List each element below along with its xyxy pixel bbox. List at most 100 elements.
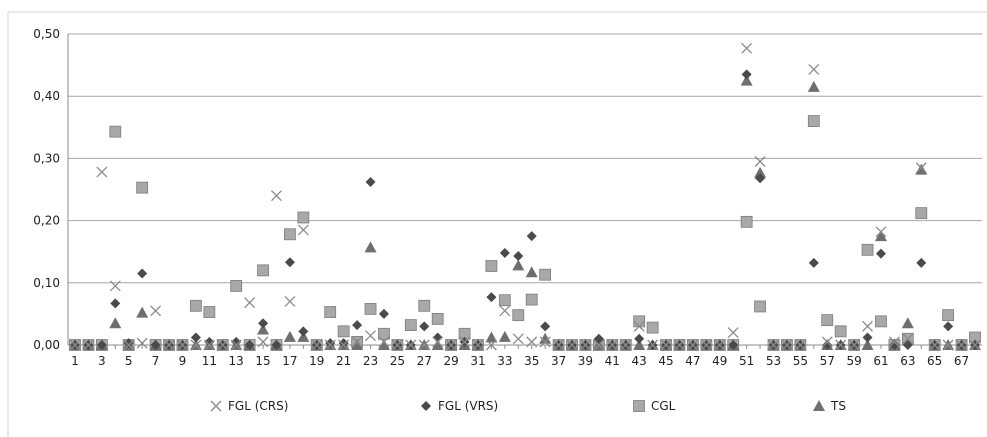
data-point xyxy=(230,280,243,292)
data-point xyxy=(512,259,525,271)
data-point xyxy=(848,339,860,351)
data-point xyxy=(539,268,552,281)
x-tick-label: 17 xyxy=(282,354,297,368)
data-point xyxy=(901,317,914,329)
legend-item: FGL (VRS) xyxy=(421,399,498,413)
data-point xyxy=(781,339,793,351)
y-tick-label: 0,40 xyxy=(33,89,60,103)
x-tick-labels: 1 3 5 7 9 11 13 15 17 19 21 23 25 27 29 31 33 35 37 39 41 43 4… xyxy=(71,354,969,368)
x-tick-label: 57 xyxy=(820,354,835,368)
x-tick-label: 55 xyxy=(793,354,808,368)
data-point xyxy=(324,306,337,318)
data-point xyxy=(942,309,955,322)
data-point xyxy=(741,42,753,54)
x-tick-label: 63 xyxy=(900,354,915,368)
data-point xyxy=(647,339,659,351)
data-point xyxy=(915,162,927,174)
data-point xyxy=(351,336,363,348)
x-tick-label: 11 xyxy=(202,354,217,368)
data-point xyxy=(163,339,175,351)
x-tick-label: 19 xyxy=(309,354,324,368)
data-point xyxy=(364,241,377,253)
x-tick-label: 7 xyxy=(152,354,160,368)
data-point xyxy=(418,299,431,312)
data-point xyxy=(499,247,510,258)
data-point xyxy=(754,300,766,313)
legend-label: TS xyxy=(830,399,846,413)
data-point xyxy=(579,339,591,351)
data-point xyxy=(807,115,820,127)
data-point xyxy=(284,296,296,307)
data-point xyxy=(472,339,484,351)
data-point xyxy=(203,339,215,351)
data-point xyxy=(862,320,873,332)
data-point xyxy=(916,257,927,268)
data-point xyxy=(768,339,779,351)
data-point xyxy=(418,339,430,351)
data-point xyxy=(136,337,148,349)
data-point xyxy=(284,257,295,268)
data-point xyxy=(740,215,753,228)
data-point xyxy=(512,333,524,345)
legend-marker xyxy=(813,400,825,411)
data-point xyxy=(123,338,134,349)
data-point xyxy=(136,306,149,318)
data-point xyxy=(486,292,497,303)
x-tick-label: 53 xyxy=(766,354,781,368)
x-tick-label: 25 xyxy=(390,354,405,368)
data-point xyxy=(929,339,941,351)
data-point xyxy=(297,224,309,236)
data-point xyxy=(593,339,605,351)
data-point xyxy=(513,251,524,262)
data-series xyxy=(69,42,981,351)
x-tick-label: 37 xyxy=(551,354,566,368)
data-point xyxy=(902,333,914,345)
x-tick-label: 5 xyxy=(125,354,133,368)
data-point xyxy=(431,312,444,325)
y-tick-label: 0,00 xyxy=(33,338,60,352)
data-point xyxy=(297,211,310,224)
series-fgl-crs- xyxy=(69,42,981,351)
x-tick-label: 67 xyxy=(954,354,969,368)
legend-marker xyxy=(421,401,431,411)
data-point xyxy=(525,293,538,306)
data-point xyxy=(150,305,162,317)
data-point xyxy=(297,330,310,342)
y-tick-label: 0,30 xyxy=(33,151,60,165)
data-point xyxy=(861,243,874,256)
legend: FGL (CRS) FGL (VRS) CGL TS xyxy=(210,399,846,413)
data-point xyxy=(821,314,834,327)
x-tick-label: 43 xyxy=(632,354,647,368)
data-point xyxy=(365,330,376,342)
data-point xyxy=(888,336,900,348)
data-point xyxy=(338,339,350,351)
data-point xyxy=(244,297,256,309)
data-point xyxy=(755,173,766,184)
data-point xyxy=(69,339,81,351)
x-tick-label: 21 xyxy=(336,354,351,368)
data-point xyxy=(499,305,511,317)
data-point xyxy=(498,294,511,307)
data-point xyxy=(257,264,269,277)
data-point xyxy=(498,330,511,342)
data-point xyxy=(177,339,188,351)
data-point xyxy=(915,207,928,220)
data-point xyxy=(700,339,712,351)
x-tick-label: 3 xyxy=(98,354,106,368)
y-tick-label: 0,50 xyxy=(33,27,60,41)
data-point xyxy=(258,318,269,329)
data-point xyxy=(566,339,578,351)
legend-label: FGL (VRS) xyxy=(438,399,498,413)
x-tick-label: 33 xyxy=(497,354,512,368)
data-point xyxy=(942,339,954,351)
data-point xyxy=(808,63,820,75)
data-point xyxy=(109,125,122,138)
data-point xyxy=(419,321,430,332)
data-point xyxy=(754,166,767,178)
data-point xyxy=(432,336,444,348)
data-point xyxy=(283,330,296,342)
legend-marker xyxy=(210,400,222,412)
data-point xyxy=(834,325,847,338)
x-tick-label: 45 xyxy=(658,354,673,368)
data-point xyxy=(203,306,216,318)
